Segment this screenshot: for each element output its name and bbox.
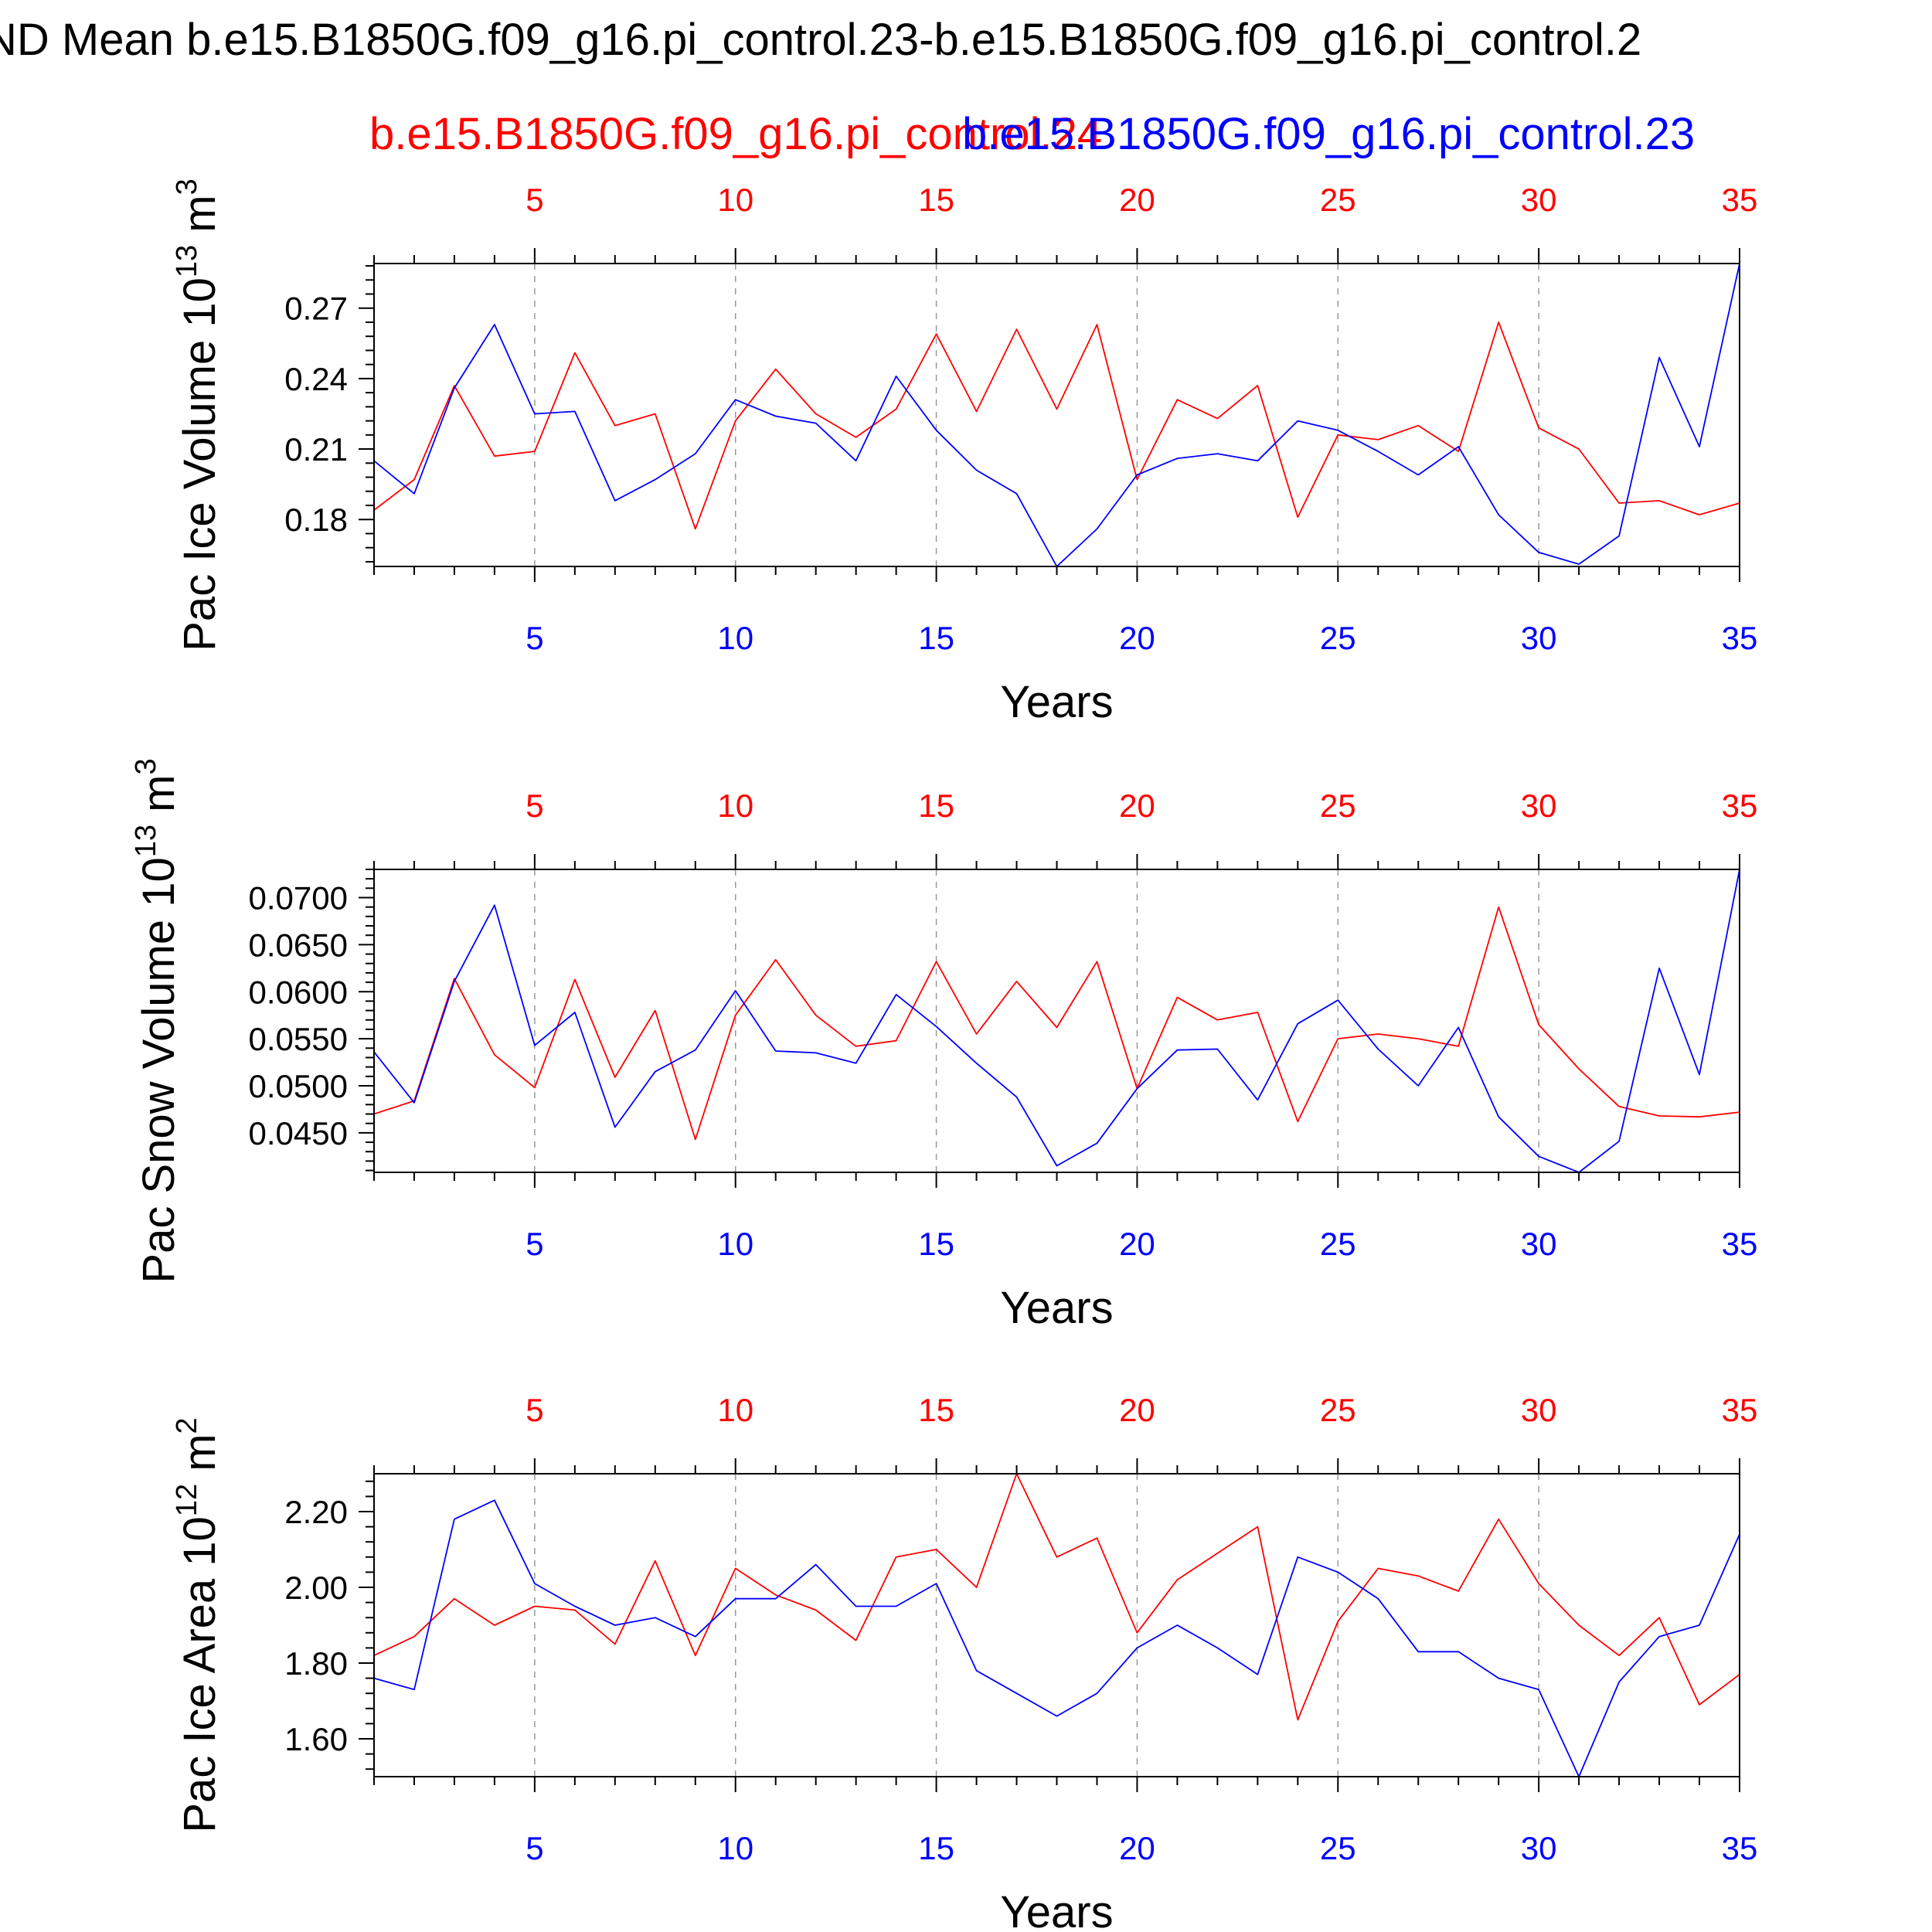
y-tick-label: 0.21	[284, 431, 348, 468]
y-tick-label: 1.80	[284, 1645, 348, 1682]
x-tick-label-top: 25	[1320, 787, 1356, 824]
series-line-red	[373, 906, 1740, 1141]
y-tick-label: 0.0450	[249, 1115, 348, 1151]
legend-series-red: b.e15.B1850G.f09_g16.pi_control.24	[369, 109, 1103, 159]
x-tick-label-bottom: 20	[1119, 620, 1155, 656]
y-tick-label: 0.0600	[249, 974, 348, 1010]
x-tick-label-top: 15	[918, 1392, 954, 1428]
x-tick-label-bottom: 10	[717, 1830, 753, 1866]
y-axis-label: Pac Snow Volume 1013 m3	[130, 758, 184, 1283]
plot-frame	[373, 1473, 1740, 1777]
x-tick-label-bottom: 25	[1320, 620, 1356, 656]
x-tick-label-bottom: 15	[918, 1830, 954, 1866]
panel-ice-volume: 0.18 0.21 0.24 0.27 5 5 10 10 15 15 20 20 25 25 30 30 35…	[171, 179, 1757, 727]
y-tick-label: 0.18	[284, 502, 348, 538]
y-tick-label: 0.0650	[249, 927, 348, 963]
series-line-blue	[373, 263, 1740, 567]
panel-ice-area: 1.60 1.80 2.00 2.20 5 5 10 10 15 15 20 20 25 25 30 30 35…	[171, 1392, 1757, 1932]
x-tick-label-top: 25	[1320, 1392, 1356, 1428]
series-line-red	[373, 1473, 1740, 1721]
x-tick-label-bottom: 5	[526, 1226, 543, 1262]
y-axis-label: Pac Ice Volume 1013 m3	[171, 179, 225, 651]
x-tick-label-bottom: 15	[918, 620, 954, 656]
chart-title: ND Mean b.e15.B1850G.f09_g16.pi_control.…	[0, 15, 1642, 65]
x-tick-label-bottom: 30	[1521, 620, 1557, 656]
x-tick-label-top: 15	[918, 787, 954, 824]
plot-frame	[373, 263, 1740, 567]
x-tick-label-top: 35	[1722, 787, 1758, 824]
series-line-blue	[373, 869, 1740, 1173]
y-axis-label: Pac Ice Area 1012 m2	[171, 1417, 225, 1832]
x-tick-label-bottom: 30	[1521, 1226, 1557, 1262]
series-line-red	[373, 321, 1740, 530]
x-tick-label-top: 20	[1119, 787, 1155, 824]
plot-frame	[373, 869, 1740, 1173]
x-tick-label-top: 5	[526, 1392, 543, 1428]
x-tick-label-top: 10	[717, 182, 753, 218]
x-tick-label-top: 20	[1119, 1392, 1155, 1428]
x-tick-label-top: 35	[1722, 1392, 1758, 1428]
x-tick-label-bottom: 15	[918, 1226, 954, 1262]
x-tick-label-bottom: 30	[1521, 1830, 1557, 1866]
x-tick-label-top: 15	[918, 182, 954, 218]
x-tick-label-top: 30	[1521, 1392, 1557, 1428]
x-tick-label-top: 5	[526, 787, 543, 824]
y-tick-label: 0.24	[284, 361, 348, 397]
y-tick-label: 2.00	[284, 1570, 348, 1606]
y-tick-label: 0.0700	[249, 880, 348, 917]
x-tick-label-bottom: 10	[717, 1226, 753, 1262]
y-tick-label: 2.20	[284, 1494, 348, 1530]
x-tick-label-bottom: 35	[1722, 620, 1758, 656]
x-tick-label-top: 5	[526, 182, 543, 218]
x-tick-label-bottom: 35	[1722, 1226, 1758, 1262]
y-tick-label: 1.60	[284, 1721, 348, 1757]
y-tick-label: 0.27	[284, 291, 348, 327]
x-tick-label-top: 10	[717, 787, 753, 824]
x-tick-label-top: 30	[1521, 182, 1557, 218]
x-tick-label-bottom: 5	[526, 620, 543, 656]
y-tick-label: 0.0500	[249, 1068, 348, 1104]
x-tick-label-bottom: 20	[1119, 1226, 1155, 1262]
x-tick-label-bottom: 20	[1119, 1830, 1155, 1866]
x-tick-label-bottom: 10	[717, 620, 753, 656]
x-axis-label: Years	[1000, 1887, 1113, 1932]
y-tick-label: 0.0550	[249, 1021, 348, 1057]
x-tick-label-top: 20	[1119, 182, 1155, 218]
x-tick-label-bottom: 25	[1320, 1226, 1356, 1262]
x-axis-label: Years	[1000, 677, 1113, 727]
x-tick-label-bottom: 5	[526, 1830, 543, 1866]
x-axis-label: Years	[1000, 1283, 1113, 1333]
x-tick-label-top: 35	[1722, 182, 1758, 218]
series-line-blue	[373, 1499, 1740, 1777]
x-tick-label-bottom: 25	[1320, 1830, 1356, 1866]
panel-snow-volume: 0.0450 0.0500 0.0550 0.0600 0.0650 0.0700 5 5 10…	[130, 758, 1757, 1333]
x-tick-label-top: 10	[717, 1392, 753, 1428]
x-tick-label-top: 25	[1320, 182, 1356, 218]
x-tick-label-bottom: 35	[1722, 1830, 1758, 1866]
legend-series-blue: b.e15.B1850G.f09_g16.pi_control.23	[962, 109, 1696, 159]
x-tick-label-top: 30	[1521, 787, 1557, 824]
